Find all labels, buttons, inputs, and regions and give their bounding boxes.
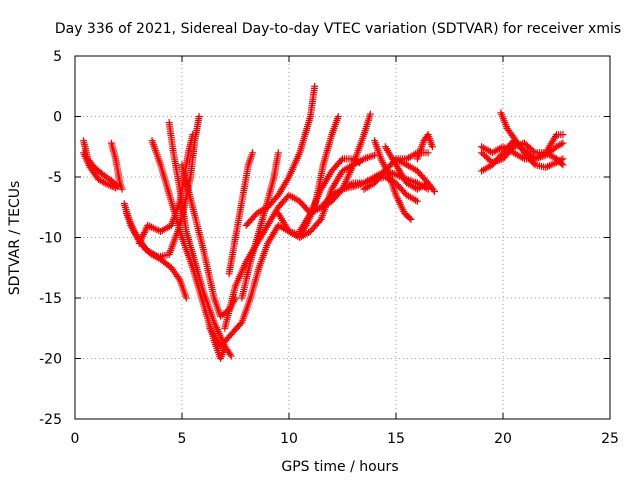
data-point <box>105 181 113 189</box>
data-point <box>118 185 126 193</box>
data-point <box>337 156 345 164</box>
series-arc-23 <box>413 131 436 163</box>
series-arc-18 <box>339 110 374 193</box>
data-point <box>429 186 437 194</box>
data-point <box>274 149 282 157</box>
data-point <box>530 147 538 155</box>
data-point <box>557 156 565 164</box>
y-tick-label: -10 <box>39 231 62 247</box>
data-point <box>407 215 415 223</box>
data-point <box>366 110 374 118</box>
x-axis-label: GPS time / hours <box>281 459 398 475</box>
y-tick-label: 5 <box>53 49 62 65</box>
data-point <box>110 183 118 191</box>
data-point <box>413 197 421 205</box>
chart-title: Day 336 of 2021, Sidereal Day-to-day VTE… <box>55 21 621 37</box>
data-point <box>226 350 234 358</box>
series-arc-9 <box>178 161 239 320</box>
x-tick-label: 0 <box>71 431 80 447</box>
data-point <box>316 217 324 225</box>
x-tick-label: 10 <box>280 431 298 447</box>
series-arc-8 <box>165 119 235 360</box>
data-point <box>101 179 109 187</box>
data-point <box>237 320 245 328</box>
data-point <box>428 143 436 151</box>
data-point <box>559 139 567 147</box>
data-point <box>195 113 203 120</box>
data-point <box>406 214 414 222</box>
series-arc-6 <box>135 131 197 248</box>
data-point <box>334 113 342 120</box>
series-arc-12 <box>225 149 257 278</box>
y-axis-label: SDTVAR / TECUs <box>7 181 23 296</box>
x-tick-label: 20 <box>494 431 512 447</box>
data-point <box>227 352 235 360</box>
series-arc-22 <box>392 155 439 196</box>
series-arc-13 <box>238 149 282 302</box>
data-point <box>108 182 116 190</box>
data-point <box>559 155 567 163</box>
y-tick-label: -5 <box>48 170 62 186</box>
data-point <box>182 294 190 302</box>
x-tick-label: 15 <box>387 431 405 447</box>
data-point <box>311 82 319 90</box>
y-tick-label: -15 <box>39 291 62 307</box>
data-point <box>424 149 432 157</box>
data-point <box>557 140 565 148</box>
data-point <box>175 274 183 282</box>
data-point <box>559 131 567 139</box>
data-point <box>112 184 120 192</box>
series-arc-14 <box>242 82 319 229</box>
axis-ticks: 0 5 10 15 20 25 5 0 -5 -10 -15 -20 -25 <box>39 49 619 447</box>
y-tick-label: -25 <box>39 412 62 428</box>
x-tick-label: 25 <box>601 431 619 447</box>
data-point <box>107 182 115 190</box>
y-tick-label: -20 <box>39 352 62 368</box>
series-arc-3 <box>107 139 126 193</box>
series-arc-2 <box>80 149 120 192</box>
x-tick-label: 5 <box>178 431 187 447</box>
data-point <box>103 180 111 188</box>
series-arc-20 <box>371 137 415 223</box>
series-arc-27 <box>478 131 567 163</box>
data-point <box>431 188 439 196</box>
data-point <box>559 161 567 169</box>
data-point <box>249 149 257 157</box>
y-tick-label: 0 <box>53 110 62 126</box>
data-point <box>189 131 197 139</box>
series-arc-16 <box>296 155 364 235</box>
data-series <box>80 82 567 362</box>
